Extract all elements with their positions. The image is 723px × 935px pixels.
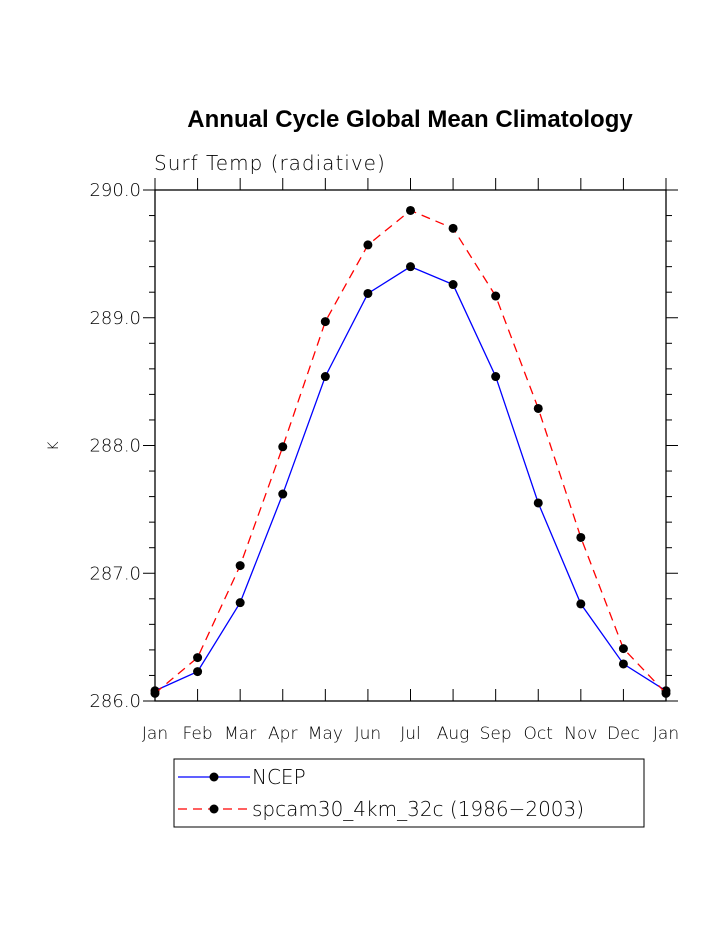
x-tick-label: Jan (142, 724, 168, 744)
y-tick-label: 288.0 (89, 436, 141, 457)
x-tick-label: Feb (183, 724, 213, 744)
series-1-point (235, 598, 245, 608)
series-2-point (618, 644, 628, 654)
x-tick-label: Mar (224, 724, 256, 744)
chart-title: Annual Cycle Global Mean Climatology (187, 106, 633, 133)
chart-subtitle: Surf Temp (radiative) (154, 151, 386, 175)
series-group (150, 205, 671, 698)
y-tick-labels: 286.0 287.0 288.0 289.0 290.0 (89, 180, 141, 712)
x-tick-labels: Jan Feb Mar Apr May Jun Jul Aug Sep Oct Nov Dec Jan (142, 724, 679, 744)
legend-label-1: NCEP (252, 765, 306, 789)
series-line-2 (154, 209, 667, 694)
series-2-point (491, 291, 501, 301)
series-1-point (320, 372, 330, 382)
series-2-point (235, 561, 245, 571)
y-tick-label: 286.0 (89, 691, 141, 712)
x-tick-label: Dec (607, 724, 640, 744)
x-tick-label: Jun (355, 724, 382, 744)
series-1-point (491, 372, 501, 382)
legend-label-2: spcam30_4km_32c (1986−2003) (252, 797, 584, 821)
legend-marker-1 (209, 772, 219, 782)
x-tick-label: Sep (480, 724, 512, 744)
y-tick-label: 287.0 (89, 563, 141, 584)
series-1-point (533, 498, 543, 508)
series-1-point (618, 659, 628, 669)
y-tick-label: 290.0 (89, 180, 141, 201)
series-1-point (576, 599, 586, 609)
x-tick-label: Nov (564, 724, 597, 744)
series-2-point (320, 317, 330, 327)
series-1-point (278, 489, 288, 499)
series-1-point (363, 288, 373, 298)
y-axis-label: K (46, 441, 62, 451)
y-tick-label: 289.0 (89, 308, 141, 329)
series-1-point (406, 262, 415, 272)
series-2-point (363, 240, 373, 250)
legend-marker-2 (209, 804, 219, 814)
axis-ticks (143, 178, 678, 702)
x-tick-label: Apr (268, 724, 297, 744)
legend-box (173, 758, 645, 828)
series-2-point (150, 688, 160, 698)
legend-items: NCEP spcam30_4km_32c (1986−2003) (178, 765, 584, 821)
series-2-point (448, 223, 458, 233)
x-tick-label: Jan (653, 724, 679, 744)
series-2-point (576, 532, 586, 542)
series-2-point (193, 653, 203, 663)
series-1-point (448, 280, 458, 290)
series-line-1 (154, 265, 667, 692)
series-1-point (193, 667, 203, 677)
x-tick-label: Aug (437, 724, 470, 744)
x-tick-label: Jul (400, 724, 421, 744)
legend: NCEP spcam30_4km_32c (1986−2003) (173, 758, 645, 828)
x-tick-label: May (308, 724, 343, 744)
series-2-point (278, 442, 288, 452)
series-2-point (406, 205, 415, 215)
series-2-point (661, 688, 671, 698)
series-2-point (533, 403, 543, 413)
x-tick-label: Oct (524, 724, 553, 744)
